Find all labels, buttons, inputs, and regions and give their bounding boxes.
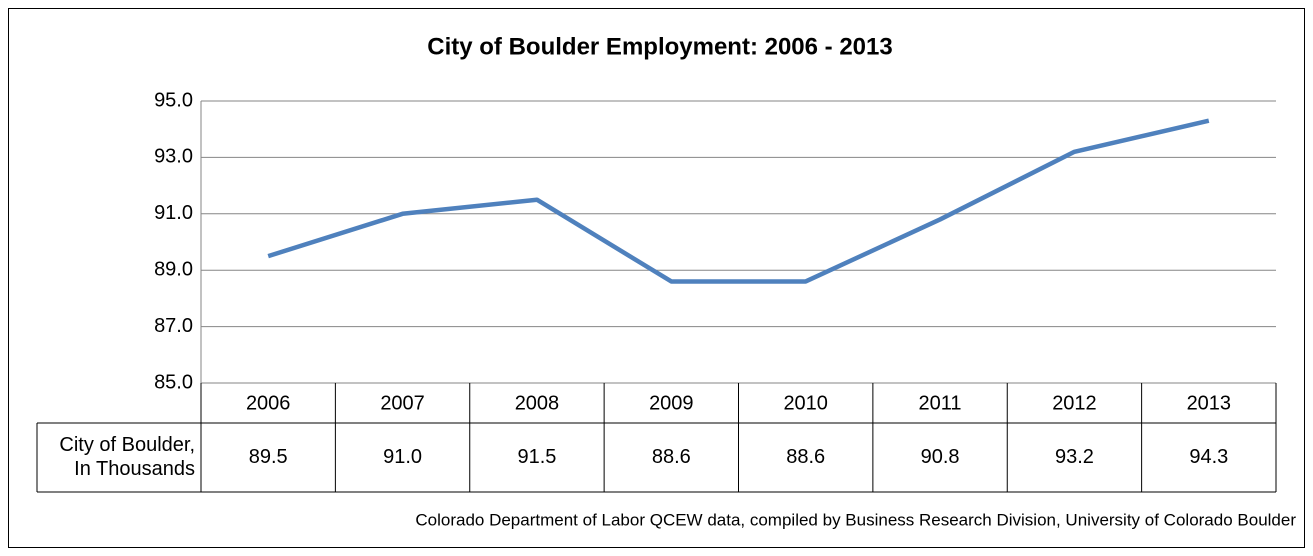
x-tick-label: 2007 bbox=[380, 392, 425, 414]
line bbox=[267, 118, 1210, 284]
y-tick-label: 95.0 bbox=[154, 89, 193, 111]
x-tick-label: 2009 bbox=[649, 392, 694, 414]
y-tick-label: 87.0 bbox=[154, 315, 193, 337]
x-tick-label: 2011 bbox=[919, 392, 962, 414]
table-value: 94.3 bbox=[1189, 446, 1228, 468]
source-note: Colorado Department of Labor QCEW data, … bbox=[415, 510, 1296, 529]
x-tick-label: 2010 bbox=[783, 392, 828, 414]
y-tick-label: 91.0 bbox=[154, 202, 193, 224]
table-value: 91.5 bbox=[517, 446, 556, 468]
table-value: 88.6 bbox=[652, 446, 691, 468]
legend-label: City of Boulder, In Thousands bbox=[59, 434, 195, 480]
table-value: 91.0 bbox=[383, 446, 422, 468]
chart-border bbox=[8, 8, 1305, 548]
y-tick-label: 89.0 bbox=[154, 258, 193, 280]
x-tick-label: 2008 bbox=[515, 392, 560, 414]
chart-title: City of Boulder Employment: 2006 - 2013 bbox=[427, 33, 892, 60]
table-value: 89.5 bbox=[249, 446, 288, 468]
x-tick-label: 2006 bbox=[246, 392, 291, 414]
y-tick-label: 85.0 bbox=[154, 371, 193, 393]
x-tick-label: 2012 bbox=[1052, 392, 1097, 414]
table-value: 88.6 bbox=[786, 446, 825, 468]
x-tick-label: 2013 bbox=[1187, 392, 1232, 414]
legend-label-box: City of Boulder, In Thousands bbox=[59, 434, 195, 480]
table-value: 93.2 bbox=[1055, 446, 1094, 468]
table-value: 90.8 bbox=[921, 446, 960, 468]
y-tick-label: 93.0 bbox=[154, 146, 193, 168]
